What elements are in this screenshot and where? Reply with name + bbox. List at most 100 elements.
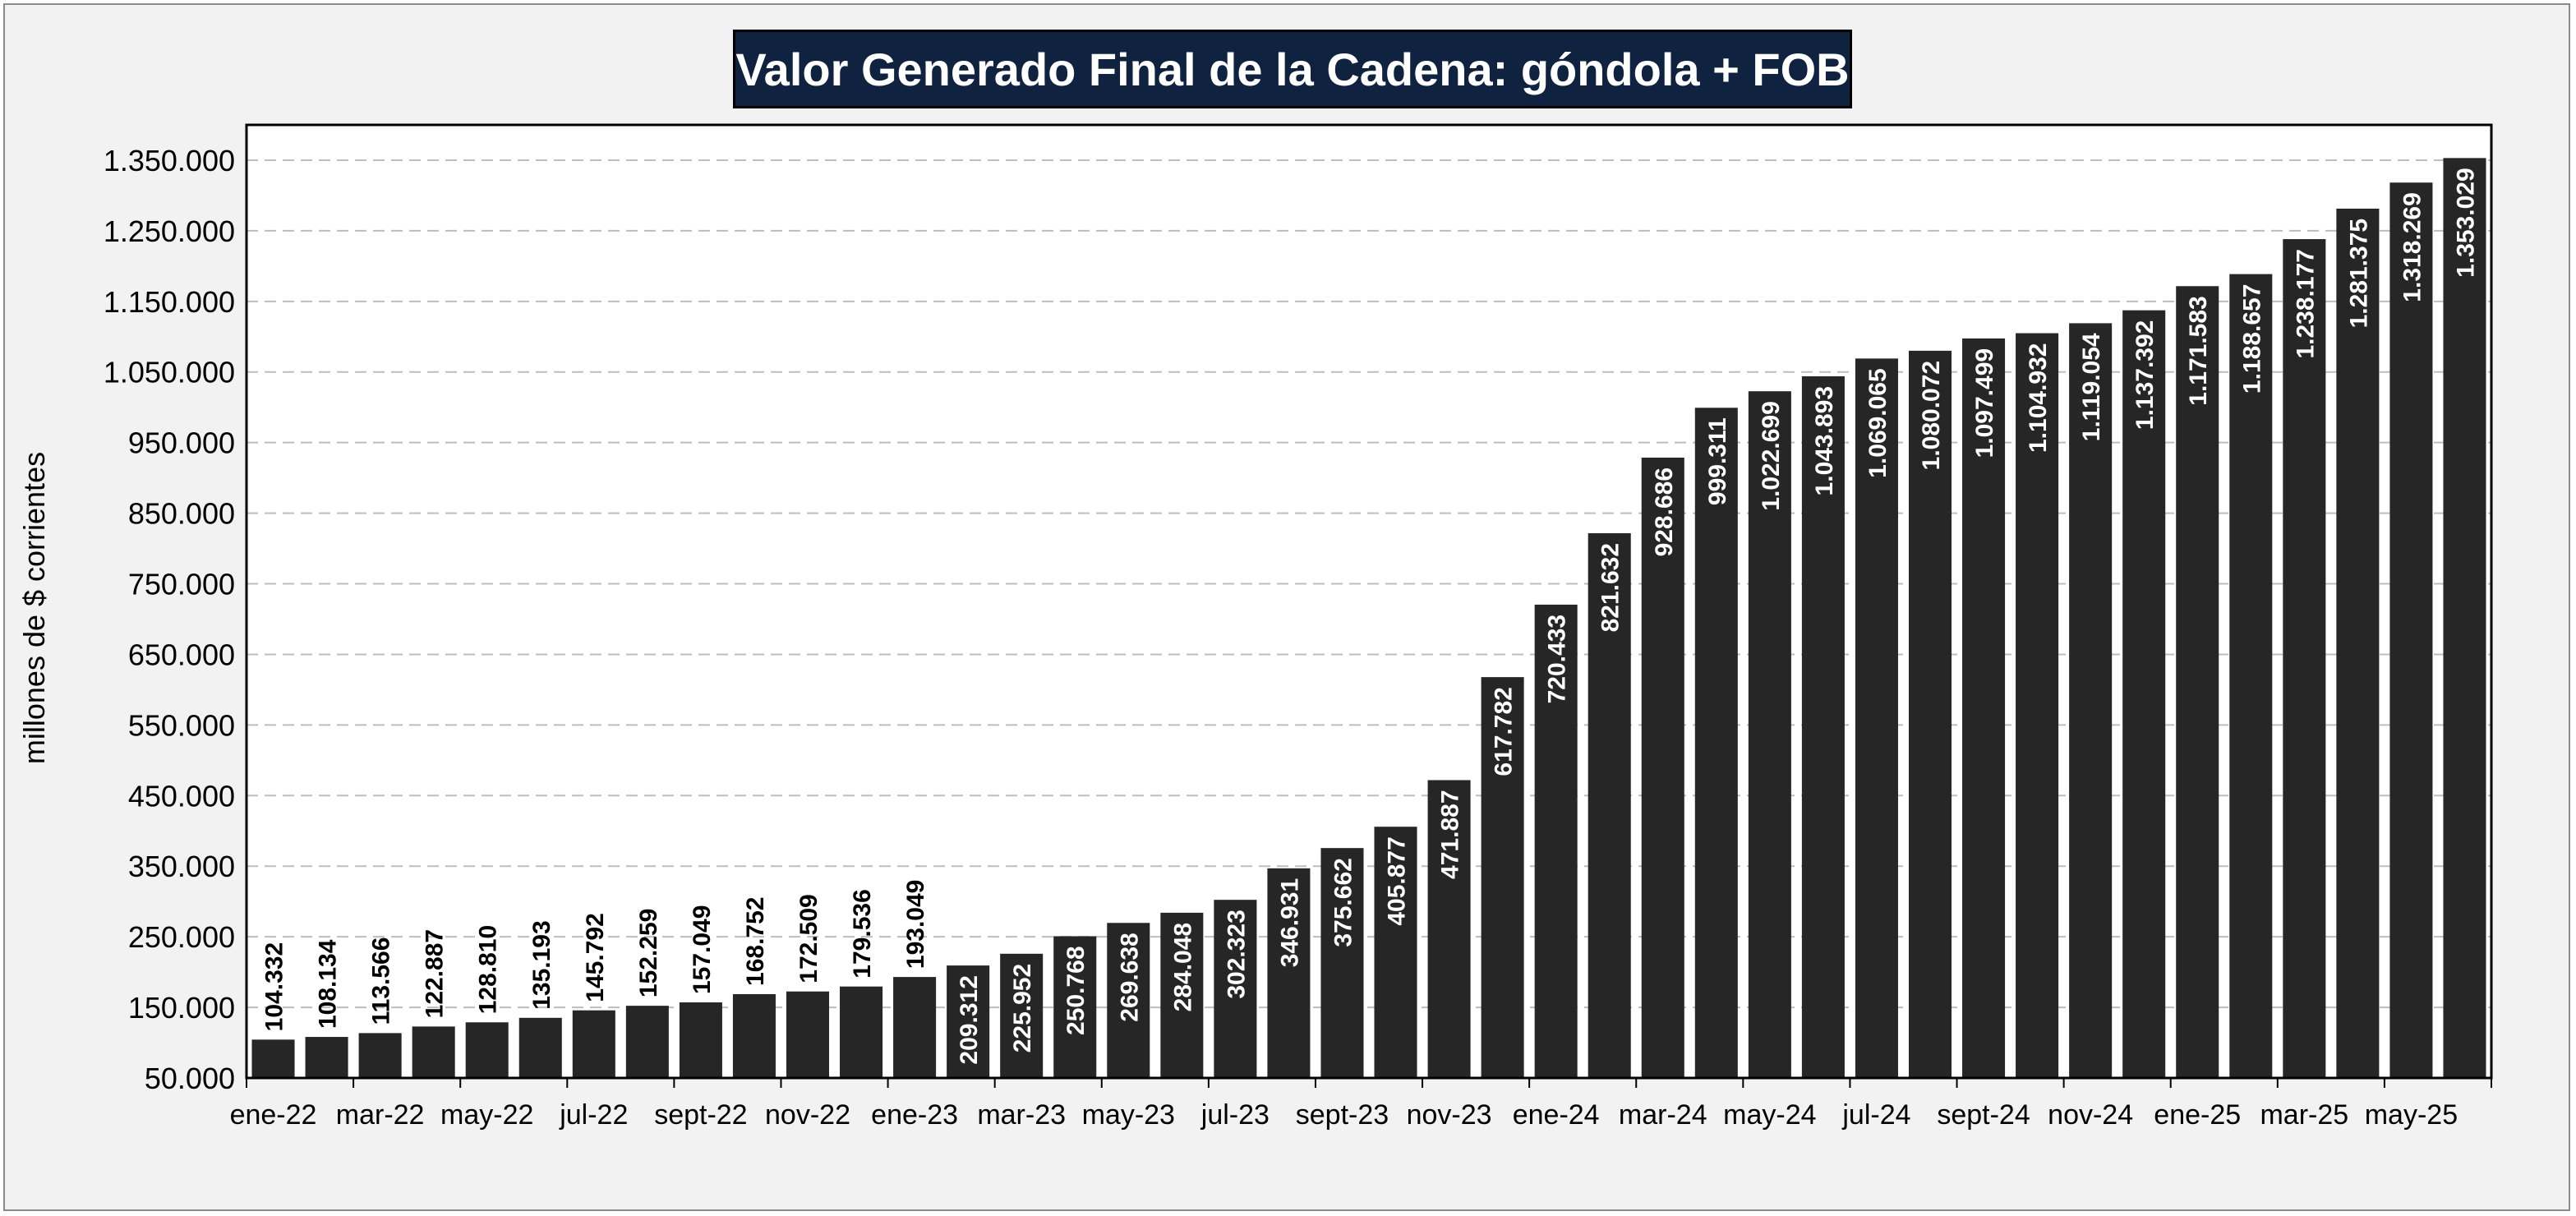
bar (1160, 912, 1204, 1078)
bar (2229, 274, 2273, 1079)
bar (251, 1039, 295, 1078)
bar-value-label: 928.686 (1651, 468, 1678, 556)
bar-value-label: 1.080.072 (1918, 361, 1945, 470)
bar (732, 993, 776, 1078)
bar (1427, 780, 1471, 1078)
bar (1694, 408, 1738, 1078)
bar-value-label: 1.022.699 (1758, 401, 1785, 510)
bar-value-label: 157.049 (689, 905, 716, 994)
chart-title-box: Valor Generado Final de la Cadena: góndo… (733, 30, 1852, 108)
bar (625, 1006, 669, 1078)
x-tick-label: sept-24 (1937, 1099, 2030, 1131)
x-tick-label: nov-22 (765, 1099, 850, 1131)
x-tick-label: ene-25 (2154, 1099, 2241, 1131)
x-tick-label: jul-22 (559, 1099, 628, 1131)
x-tick-label: ene-22 (230, 1099, 317, 1131)
bar (572, 1010, 615, 1078)
bar (1855, 358, 1898, 1078)
bar-value-label: 135.193 (528, 920, 555, 1009)
x-tick-label: jul-24 (1841, 1099, 1910, 1131)
x-tick-label: may-25 (2365, 1099, 2458, 1131)
bar-value-label: 225.952 (1009, 964, 1036, 1052)
bar-value-label: 284.048 (1169, 923, 1196, 1011)
bar-value-label: 405.877 (1384, 836, 1411, 925)
chart-title: Valor Generado Final de la Cadena: góndo… (735, 43, 1850, 95)
bar-value-label: 1.171.583 (2185, 296, 2212, 405)
x-tick-label: nov-24 (2048, 1099, 2133, 1131)
y-tick-label: 550.000 (128, 708, 235, 742)
x-tick-label: jul-23 (1200, 1099, 1270, 1131)
bar-value-label: 1.043.893 (1811, 386, 1838, 495)
bar-value-label: 113.566 (368, 937, 395, 1025)
bar (893, 977, 937, 1078)
bar-value-label: 172.509 (795, 894, 823, 983)
bar (1267, 868, 1311, 1078)
bar (1107, 923, 1150, 1078)
x-tick-label: sept-23 (1296, 1099, 1389, 1131)
bar (1000, 953, 1044, 1078)
bar (1320, 848, 1364, 1078)
bar-value-label: 122.887 (422, 929, 449, 1018)
bar-value-label: 1.097.499 (1971, 348, 1998, 458)
bar (1534, 604, 1578, 1078)
bar-value-label: 1.353.029 (2452, 168, 2479, 277)
bar-value-label: 1.119.054 (2078, 333, 2105, 441)
bar (947, 965, 990, 1078)
y-tick-label: 750.000 (128, 568, 235, 601)
bar-value-label: 617.782 (1491, 687, 1518, 776)
bar (2176, 286, 2219, 1078)
y-tick-label: 250.000 (128, 920, 235, 954)
bar-value-label: 1.188.657 (2238, 284, 2265, 394)
bar-value-label: 145.792 (582, 913, 609, 1002)
bar-value-label: 302.323 (1223, 910, 1250, 998)
bar-value-label: 128.810 (475, 925, 502, 1014)
bar (1908, 350, 1952, 1078)
bar-value-label: 209.312 (956, 975, 983, 1064)
x-tick-label: mar-22 (336, 1099, 425, 1131)
bar-value-label: 179.536 (849, 889, 876, 978)
bar-value-label: 821.632 (1597, 543, 1624, 632)
x-tick-label: may-24 (1723, 1099, 1816, 1131)
x-tick-label: mar-25 (2260, 1099, 2348, 1131)
bar-value-label: 1.104.932 (2025, 343, 2052, 453)
y-tick-label: 1.050.000 (104, 356, 235, 389)
y-axis-label: millones de $ corrientes (17, 451, 51, 765)
y-tick-label: 350.000 (128, 850, 235, 883)
x-tick-label: ene-23 (871, 1099, 958, 1131)
bar (2122, 310, 2166, 1079)
bar-value-label: 108.134 (315, 939, 342, 1029)
x-tick-label: mar-23 (977, 1099, 1066, 1131)
x-tick-label: sept-22 (654, 1099, 747, 1131)
bar (2389, 182, 2433, 1078)
bar (1962, 338, 2006, 1079)
y-tick-label: 1.150.000 (104, 285, 235, 319)
x-tick-label: nov-23 (1407, 1099, 1492, 1131)
bar-value-label: 104.332 (261, 942, 288, 1031)
bar (358, 1033, 402, 1078)
bar (1374, 827, 1417, 1078)
bar (2069, 323, 2113, 1078)
y-tick-label: 150.000 (128, 991, 235, 1025)
bar (518, 1017, 562, 1078)
y-tick-label: 450.000 (128, 779, 235, 813)
bar (1748, 391, 1791, 1079)
bar-value-label: 193.049 (902, 880, 929, 969)
bar-value-label: 168.752 (742, 897, 769, 986)
bar (1588, 532, 1631, 1078)
y-tick-label: 650.000 (128, 638, 235, 671)
bar-value-label: 375.662 (1329, 858, 1357, 947)
bar-value-label: 1.238.177 (2292, 249, 2319, 358)
x-tick-label: may-23 (1082, 1099, 1175, 1131)
bar-value-label: 1.281.375 (2345, 219, 2372, 328)
x-tick-label: ene-24 (1513, 1099, 1600, 1131)
bar (679, 1002, 722, 1078)
bar-value-label: 152.259 (635, 909, 662, 997)
bar (1481, 677, 1524, 1078)
bar (1214, 900, 1257, 1078)
y-tick-label: 1.350.000 (104, 144, 235, 177)
bar-value-label: 471.887 (1437, 790, 1464, 878)
x-tick-label: mar-24 (1619, 1099, 1707, 1131)
bar (465, 1022, 509, 1078)
bar (2283, 239, 2326, 1078)
bar-value-label: 999.311 (1704, 417, 1731, 505)
